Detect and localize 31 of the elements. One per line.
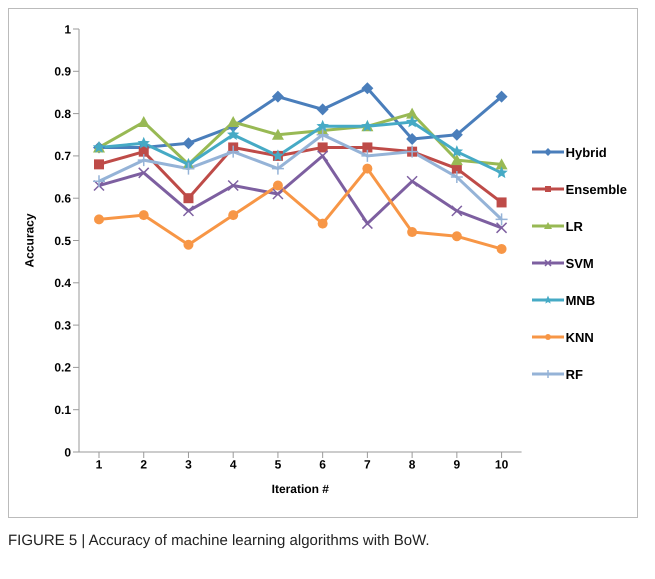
x-axis-title: Iteration # — [272, 482, 330, 496]
x-tick-label: 7 — [364, 458, 372, 472]
caption: FIGURE 5 | Accuracy of machine learning algorithms with BoW. — [8, 532, 431, 549]
x-tick-label: 10 — [494, 458, 509, 472]
x-tick-label: 4 — [230, 458, 237, 472]
legend-label: MNB — [566, 292, 596, 308]
y-tick-label: 1 — [64, 22, 72, 36]
y-tick-label: 0.2 — [54, 360, 72, 375]
y-tick-label: 0.7 — [54, 149, 72, 164]
legend-label: KNN — [566, 330, 594, 344]
x-tick-label: 5 — [274, 458, 282, 472]
x-tick-label: 1 — [96, 458, 103, 472]
legend-label: Ensemble — [566, 182, 627, 196]
y-tick-label: 0.9 — [54, 64, 72, 79]
legend-label: Hybrid — [566, 144, 607, 160]
y-tick-label: 0.8 — [54, 106, 72, 121]
y-tick-label: 0.3 — [54, 318, 72, 332]
y-axis-title: Accuracy — [22, 213, 36, 268]
legend-label: LR — [566, 218, 583, 234]
x-tick-label: 6 — [319, 458, 326, 472]
x-tick-label: 8 — [408, 458, 416, 472]
y-tick-label: 0.1 — [54, 402, 72, 417]
legend-label: RF — [566, 366, 583, 382]
legend-label: SVM — [566, 256, 594, 270]
x-tick-label: 9 — [454, 458, 461, 472]
y-tick-label: 0.6 — [54, 191, 72, 206]
y-tick-label: 0.4 — [54, 276, 72, 290]
y-tick-label: 0.5 — [54, 234, 72, 248]
x-tick-label: 3 — [185, 458, 192, 472]
x-tick-label: 2 — [140, 458, 148, 472]
y-tick-label: 0 — [64, 445, 72, 460]
